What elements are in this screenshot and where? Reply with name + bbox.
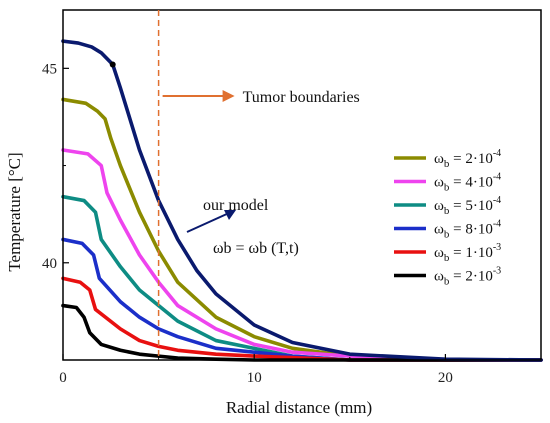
- legend-label: ωb = 4·10-4: [434, 172, 501, 194]
- x-tick-label: 20: [438, 370, 453, 386]
- x-tick-label: 10: [247, 370, 262, 386]
- legend: ωb = 2·10-4ωb = 4·10-4ωb = 5·10-4ωb = 8·…: [394, 148, 501, 288]
- series-line: [61, 39, 543, 362]
- y-axis-label: Temperature [°C]: [5, 152, 24, 271]
- legend-label: ωb = 2·10-4: [434, 148, 501, 170]
- model-arrow-head: [224, 210, 236, 220]
- series-line: [61, 276, 543, 362]
- series-line: [61, 148, 543, 362]
- plot-area: [61, 39, 543, 362]
- model-transition-marker: [109, 61, 116, 68]
- boundary-arrow-head: [222, 90, 235, 102]
- legend-label: ωb = 8·10-4: [434, 219, 501, 241]
- x-tick-label: 0: [59, 370, 67, 386]
- legend-label: ωb = 5·10-4: [434, 195, 501, 217]
- x-axis-label: Radial distance (mm): [226, 398, 372, 417]
- annotations: Tumor boundaries our model ωb = ωb (T,t): [157, 10, 360, 360]
- axes: 0 10 20 40 45: [42, 9, 542, 386]
- legend-label: ωb = 2·10-3: [434, 266, 501, 288]
- boundary-label: Tumor boundaries: [243, 89, 360, 106]
- plot-frame: [62, 9, 542, 361]
- model-formula: ωb = ωb (T,t): [213, 240, 299, 257]
- model-arrow-line: [186, 212, 230, 233]
- model-label: our model: [203, 197, 269, 214]
- legend-label: ωb = 1·10-3: [434, 242, 501, 264]
- y-tick-label: 45: [42, 61, 57, 77]
- y-tick-label: 40: [42, 256, 57, 272]
